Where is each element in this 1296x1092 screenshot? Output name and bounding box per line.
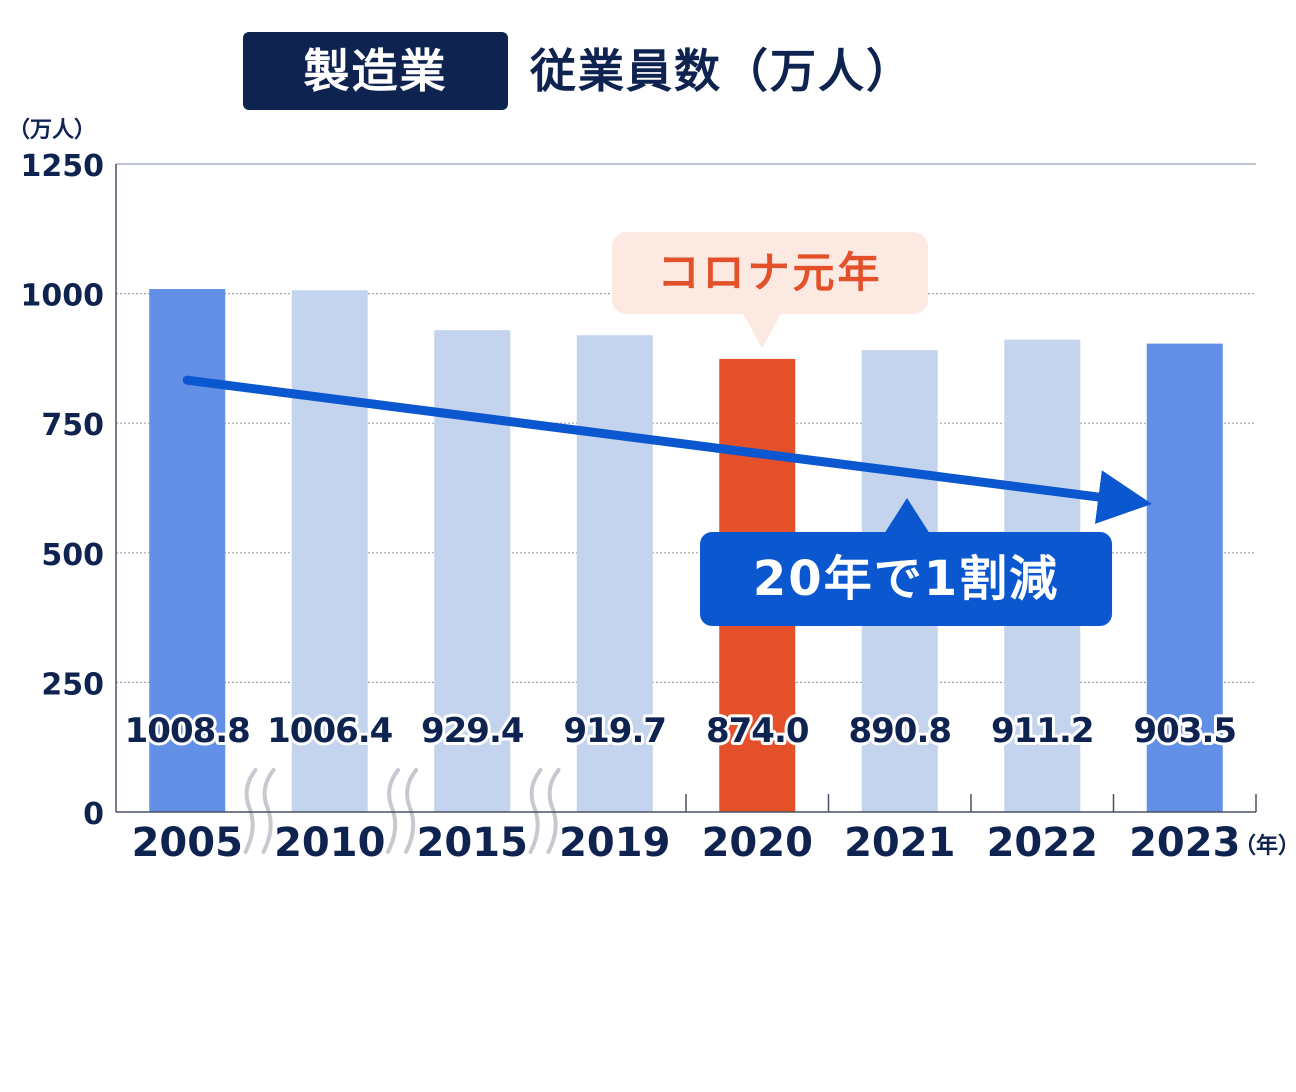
bar-2023 [1146, 343, 1223, 812]
x-tick-label-2015: 2015 [417, 820, 528, 866]
x-tick-label-2010: 2010 [274, 820, 385, 866]
bar-2010 [291, 290, 368, 812]
value-label-2005: 1008.8 [125, 711, 250, 751]
x-axis-labels: 2005 2010 2015 2019 2020 2021 2022 2023 [132, 820, 1241, 866]
axis-break-mark [261, 768, 276, 854]
y-axis-ticks: 0 250 500 750 1000 1250 [21, 149, 105, 832]
x-tick-label-2020: 2020 [702, 820, 813, 866]
corona-callout: コロナ元年 [612, 232, 928, 314]
value-label-2010: 1006.4 [267, 711, 393, 751]
reduction-callout-pointer [884, 498, 930, 534]
axis-break-mark [546, 768, 561, 854]
corona-callout-pointer [742, 312, 782, 348]
value-label-2020: 874.0 [706, 711, 809, 751]
value-label-2015: 929.4 [421, 711, 524, 751]
x-tick-label-2021: 2021 [844, 820, 955, 866]
x-tick-label-2019: 2019 [559, 820, 670, 866]
axis-breaks [243, 768, 561, 854]
x-tick-label-2023: 2023 [1129, 820, 1240, 866]
axis-break-mark [404, 768, 418, 854]
value-label-2023: 903.5 [1133, 711, 1236, 751]
y-tick-label: 0 [83, 797, 104, 832]
title-badge: 製造業 [243, 32, 508, 110]
x-tick-label-2005: 2005 [132, 820, 243, 866]
reduction-callout: 20年で1割減 [700, 532, 1112, 626]
axis-break-mark [528, 768, 543, 854]
chart-title: 従業員数（万人） [530, 44, 914, 98]
trend-arrow [182, 375, 1152, 524]
axis-break-mark [243, 768, 258, 854]
x-tick-label-2022: 2022 [987, 820, 1098, 866]
y-axis-unit-label: （万人） [8, 118, 97, 143]
x-axis-unit-label: （年） [1234, 834, 1296, 859]
bar-2019 [576, 335, 653, 812]
value-label-2021: 890.8 [848, 711, 951, 751]
y-tick-label: 750 [41, 408, 104, 443]
value-labels: 1008.8 1006.4 929.4 919.7 874.0 890.8 911.2 903… [122, 708, 1240, 754]
y-tick-label: 500 [41, 538, 104, 573]
value-label-2019: 919.7 [563, 711, 666, 751]
y-tick-label: 250 [41, 667, 104, 702]
axis-break-mark [386, 768, 400, 854]
y-tick-label: 1250 [21, 149, 105, 184]
value-label-2022: 911.2 [991, 711, 1094, 751]
axes [115, 164, 1257, 813]
y-tick-label: 1000 [21, 279, 105, 314]
